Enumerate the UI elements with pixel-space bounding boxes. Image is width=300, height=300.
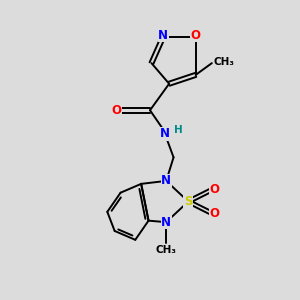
Text: O: O <box>190 29 201 42</box>
Text: N: N <box>158 29 168 42</box>
Text: O: O <box>111 104 121 117</box>
Text: S: S <box>184 195 193 208</box>
Text: CH₃: CH₃ <box>156 245 177 255</box>
Text: H: H <box>174 125 183 135</box>
Text: O: O <box>209 183 219 196</box>
Text: N: N <box>161 216 171 229</box>
Text: CH₃: CH₃ <box>213 57 234 67</box>
Text: N: N <box>160 127 170 140</box>
Text: O: O <box>209 207 219 220</box>
Text: N: N <box>161 174 171 188</box>
